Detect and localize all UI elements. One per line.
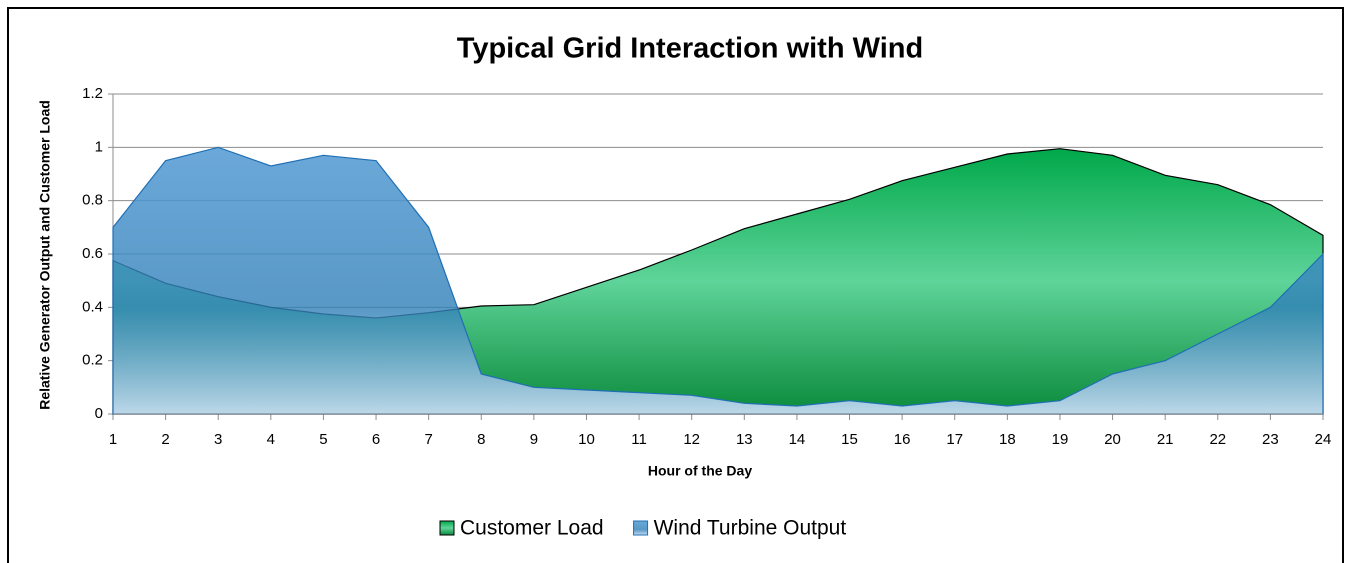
y-tick-label: 0.6 xyxy=(82,245,103,262)
x-tick-label: 14 xyxy=(789,431,806,448)
x-axis-label: Hour of the Day xyxy=(648,463,752,479)
legend-label: Wind Turbine Output xyxy=(654,517,847,540)
x-tick-label: 2 xyxy=(161,431,169,448)
x-tick-label: 22 xyxy=(1209,431,1226,448)
x-tick-label: 10 xyxy=(578,431,595,448)
x-tick-label: 16 xyxy=(894,431,911,448)
x-tick-label: 24 xyxy=(1315,431,1332,448)
x-tick-label: 9 xyxy=(530,431,538,448)
x-tick-label: 13 xyxy=(736,431,753,448)
y-tick-label: 0 xyxy=(95,405,103,422)
x-tick-label: 6 xyxy=(372,431,380,448)
y-axis-label: Relative Generator Output and Customer L… xyxy=(37,100,53,410)
x-tick-label: 18 xyxy=(999,431,1016,448)
y-tick-label: 0.8 xyxy=(82,192,103,209)
area xyxy=(112,146,1324,415)
x-tick-label: 1 xyxy=(109,431,117,448)
chart-frame xyxy=(7,7,1344,563)
x-tick-label: 17 xyxy=(946,431,963,448)
x-tick-label: 7 xyxy=(424,431,432,448)
x-tick-label: 4 xyxy=(267,431,275,448)
x-tick-label: 19 xyxy=(1052,431,1069,448)
y-tick-label: 0.2 xyxy=(82,352,103,369)
y-tick-label: 0.4 xyxy=(82,298,103,315)
y-tick-label: 1 xyxy=(95,138,103,155)
chart-title: Typical Grid Interaction with Wind xyxy=(457,33,923,65)
x-tick-label: 12 xyxy=(683,431,700,448)
y-tick-label: 1.2 xyxy=(82,85,103,102)
legend-swatch xyxy=(439,520,455,536)
x-tick-label: 21 xyxy=(1157,431,1174,448)
x-tick-label: 15 xyxy=(841,431,858,448)
x-tick-label: 11 xyxy=(631,431,647,448)
legend-swatch xyxy=(633,520,649,536)
x-tick-label: 23 xyxy=(1262,431,1279,448)
x-tick-label: 3 xyxy=(214,431,222,448)
x-tick-label: 20 xyxy=(1104,431,1121,448)
x-tick-label: 8 xyxy=(477,431,485,448)
legend-label: Customer Load xyxy=(460,517,604,540)
x-tick-label: 5 xyxy=(319,431,327,448)
